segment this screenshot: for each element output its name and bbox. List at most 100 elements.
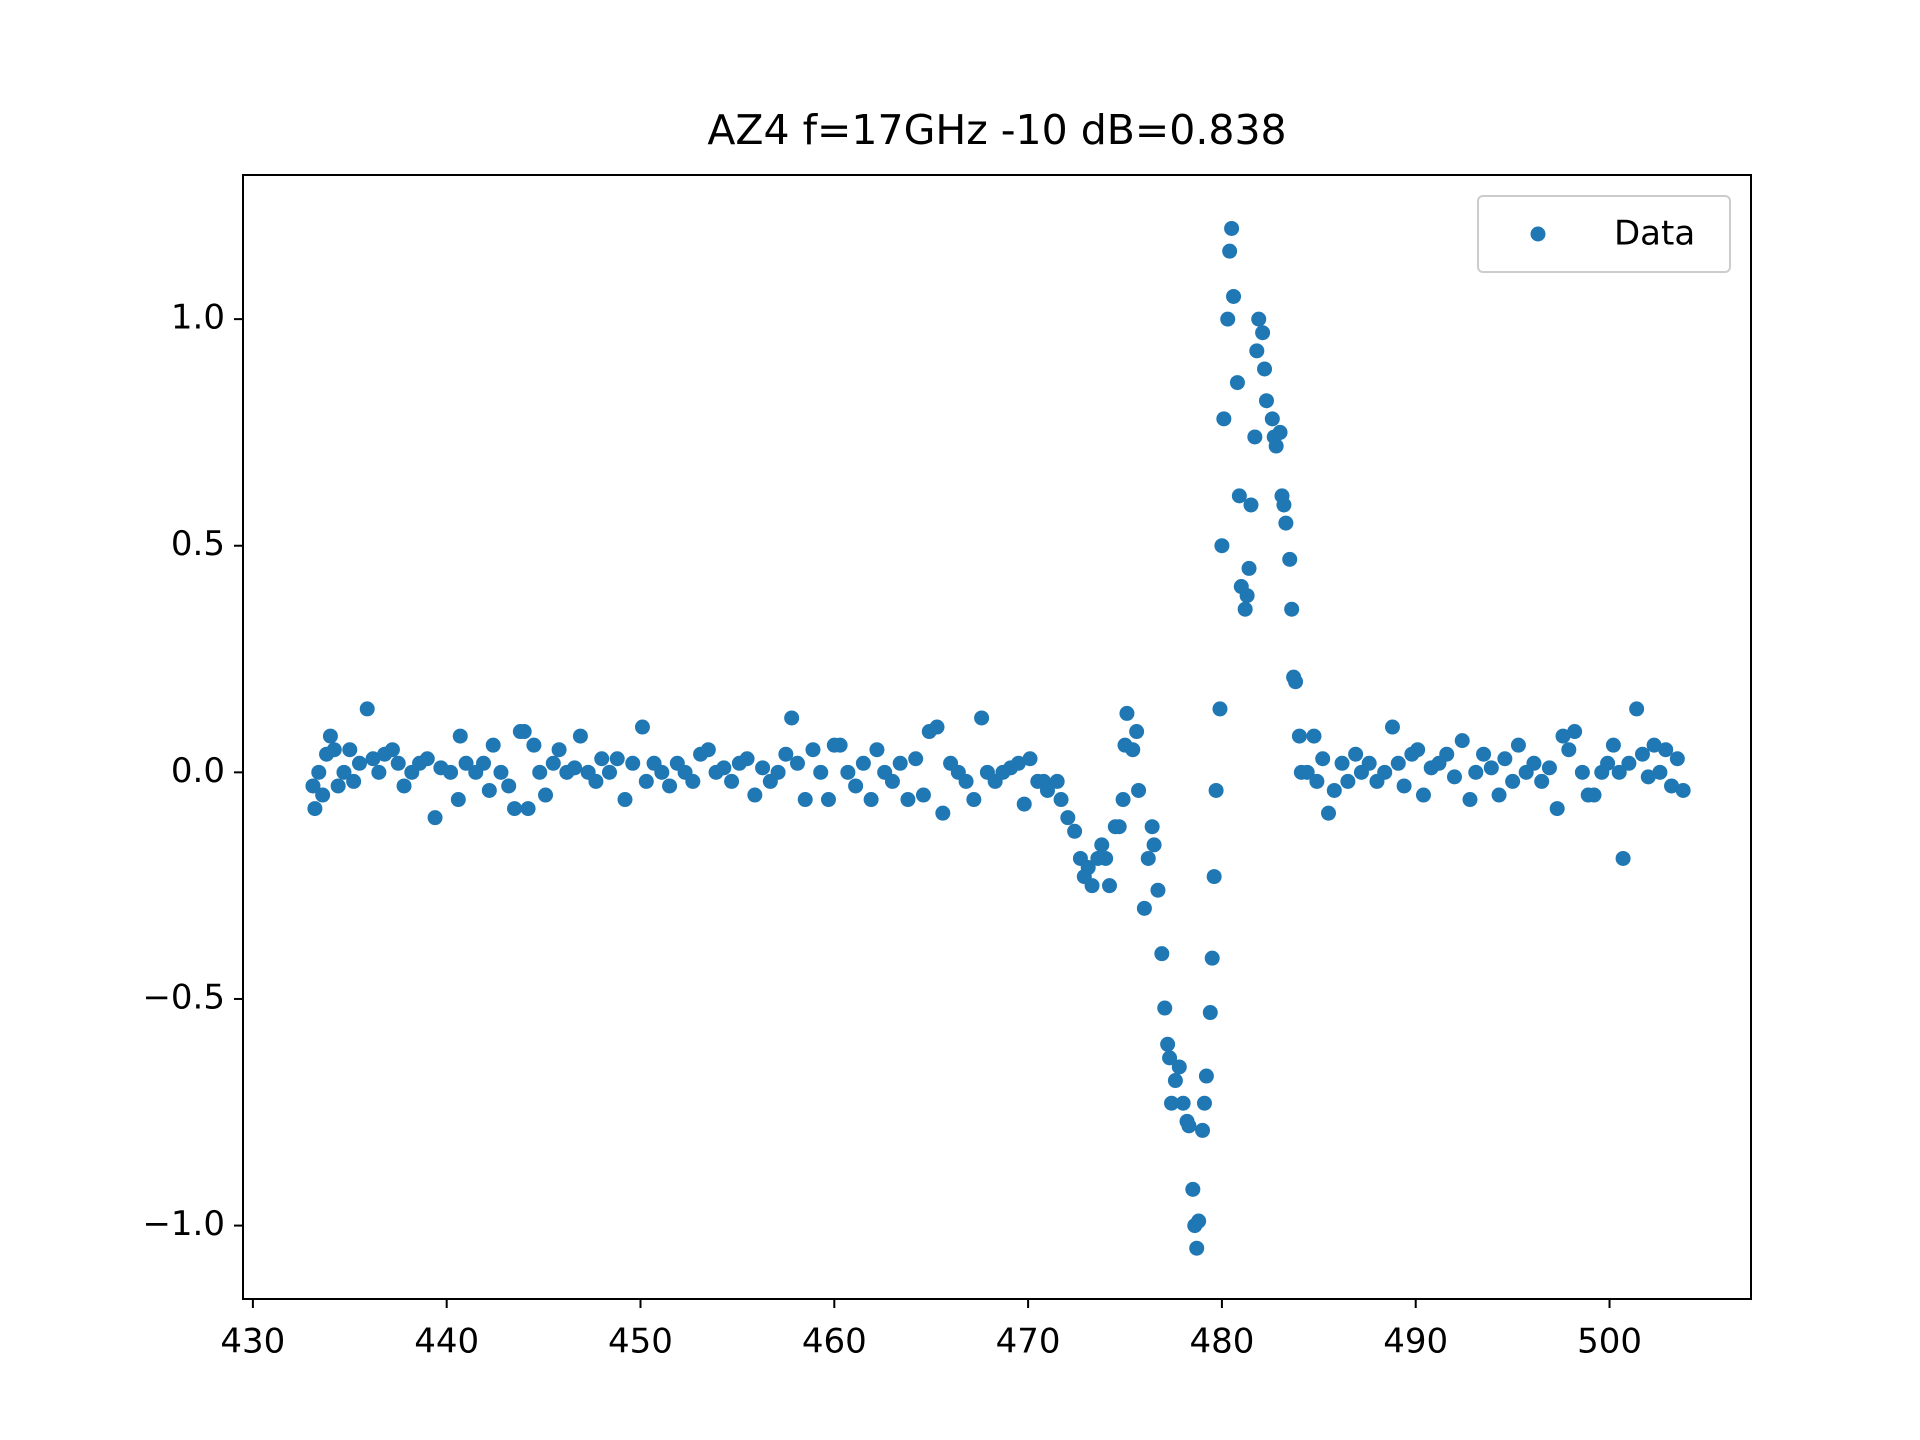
data-point bbox=[365, 751, 381, 767]
data-point bbox=[1586, 787, 1602, 803]
data-point bbox=[1526, 755, 1542, 771]
data-point bbox=[1251, 311, 1267, 327]
data-point bbox=[1167, 1073, 1183, 1089]
data-point bbox=[315, 787, 331, 803]
data-point bbox=[892, 755, 908, 771]
data-point bbox=[1239, 588, 1255, 604]
data-point bbox=[1053, 792, 1069, 808]
data-point bbox=[1567, 724, 1583, 740]
data-point bbox=[1196, 1095, 1212, 1111]
x-tick-label: 460 bbox=[802, 1322, 867, 1362]
data-point bbox=[452, 728, 468, 744]
data-point bbox=[1241, 560, 1257, 576]
y-tick-label: −0.5 bbox=[142, 977, 225, 1017]
data-point bbox=[1446, 769, 1462, 785]
data-point bbox=[1410, 742, 1426, 758]
data-point bbox=[935, 805, 951, 821]
data-point bbox=[884, 773, 900, 789]
data-point bbox=[1144, 819, 1160, 835]
data-point bbox=[1224, 220, 1240, 236]
x-tick-label: 450 bbox=[608, 1322, 673, 1362]
data-point bbox=[1326, 782, 1342, 798]
data-point bbox=[1288, 674, 1304, 690]
data-point bbox=[1390, 755, 1406, 771]
x-tick-label: 430 bbox=[220, 1322, 285, 1362]
data-point bbox=[594, 751, 610, 767]
data-point bbox=[848, 778, 864, 794]
data-point bbox=[1119, 705, 1135, 721]
data-point bbox=[1664, 778, 1680, 794]
data-point bbox=[1348, 746, 1364, 762]
data-point bbox=[311, 764, 327, 780]
data-point bbox=[1299, 764, 1315, 780]
data-point bbox=[900, 792, 916, 808]
data-point bbox=[617, 792, 633, 808]
data-point bbox=[1226, 288, 1242, 304]
data-point bbox=[601, 764, 617, 780]
data-point bbox=[545, 755, 561, 771]
data-point bbox=[1549, 801, 1565, 817]
y-tick-label: 0.0 bbox=[171, 751, 225, 791]
data-point bbox=[908, 751, 924, 767]
data-point bbox=[625, 755, 641, 771]
data-point bbox=[1102, 878, 1118, 894]
data-point bbox=[915, 787, 931, 803]
data-point bbox=[1658, 742, 1674, 758]
data-point bbox=[305, 778, 321, 794]
data-point bbox=[1272, 424, 1288, 440]
data-point bbox=[747, 787, 763, 803]
plot-frame bbox=[242, 174, 1752, 1300]
data-point bbox=[1255, 325, 1271, 341]
data-point bbox=[1534, 773, 1550, 789]
data-point bbox=[1468, 764, 1484, 780]
data-point bbox=[1191, 1213, 1207, 1229]
data-point bbox=[813, 764, 829, 780]
data-point bbox=[1377, 764, 1393, 780]
data-point bbox=[1555, 728, 1571, 744]
data-point bbox=[1010, 755, 1026, 771]
data-point bbox=[1189, 1240, 1205, 1256]
data-point bbox=[1067, 823, 1083, 839]
data-point bbox=[1185, 1181, 1201, 1197]
data-point bbox=[458, 755, 474, 771]
x-tick-label: 480 bbox=[1189, 1322, 1254, 1362]
data-point bbox=[1561, 742, 1577, 758]
data-point bbox=[869, 742, 885, 758]
data-point bbox=[1016, 796, 1032, 812]
data-point bbox=[507, 801, 523, 817]
data-point bbox=[516, 724, 532, 740]
data-point bbox=[1476, 746, 1492, 762]
data-point bbox=[778, 746, 794, 762]
data-point bbox=[685, 773, 701, 789]
y-tick-label: −1.0 bbox=[142, 1204, 225, 1244]
data-point bbox=[567, 760, 583, 776]
data-point bbox=[1206, 869, 1222, 885]
data-point bbox=[958, 773, 974, 789]
data-point bbox=[789, 755, 805, 771]
data-point bbox=[1615, 850, 1631, 866]
data-point bbox=[1321, 805, 1337, 821]
data-point bbox=[634, 719, 650, 735]
data-point bbox=[974, 710, 990, 726]
data-point bbox=[1237, 601, 1253, 617]
data-point bbox=[538, 787, 554, 803]
data-point bbox=[1574, 764, 1590, 780]
data-point bbox=[1384, 719, 1400, 735]
data-point bbox=[820, 792, 836, 808]
data-point bbox=[1249, 343, 1265, 359]
data-point bbox=[855, 755, 871, 771]
data-point bbox=[501, 778, 517, 794]
data-point bbox=[1247, 429, 1263, 445]
data-point bbox=[390, 755, 406, 771]
data-point bbox=[1136, 900, 1152, 916]
data-point bbox=[1243, 497, 1259, 513]
data-point bbox=[1115, 792, 1131, 808]
x-tick-label: 500 bbox=[1577, 1322, 1642, 1362]
data-point bbox=[1315, 751, 1331, 767]
data-point bbox=[1462, 792, 1478, 808]
data-point bbox=[532, 764, 548, 780]
data-point bbox=[1257, 361, 1273, 377]
data-point bbox=[346, 773, 362, 789]
data-point bbox=[1222, 243, 1238, 259]
